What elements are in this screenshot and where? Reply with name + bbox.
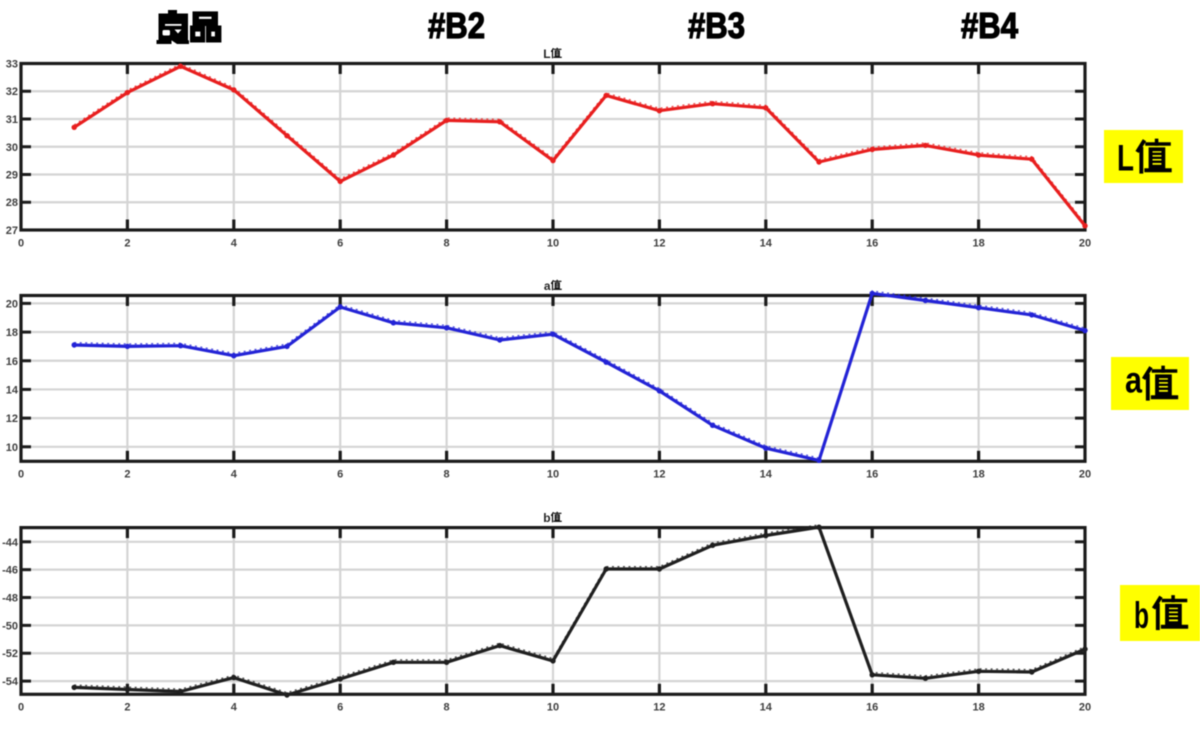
svg-text:12: 12 bbox=[653, 702, 665, 714]
svg-text:#B4: #B4 bbox=[961, 7, 1018, 47]
svg-text:16: 16 bbox=[866, 469, 878, 481]
svg-text:28: 28 bbox=[6, 197, 18, 209]
svg-text:18: 18 bbox=[6, 327, 18, 339]
svg-text:L: L bbox=[1117, 138, 1134, 179]
svg-text:33: 33 bbox=[6, 59, 18, 71]
svg-text:10: 10 bbox=[6, 442, 18, 454]
svg-text:-46: -46 bbox=[2, 565, 18, 577]
svg-text:14: 14 bbox=[760, 469, 773, 481]
svg-text:-54: -54 bbox=[2, 676, 19, 688]
svg-text:6: 6 bbox=[337, 702, 343, 714]
svg-text:16: 16 bbox=[6, 356, 18, 368]
svg-text:0: 0 bbox=[18, 702, 24, 714]
svg-text:20: 20 bbox=[6, 298, 18, 310]
svg-text:16: 16 bbox=[866, 238, 878, 250]
svg-text:-44: -44 bbox=[2, 537, 19, 549]
svg-text:18: 18 bbox=[972, 702, 984, 714]
svg-text:18: 18 bbox=[972, 469, 984, 481]
svg-text:4: 4 bbox=[231, 702, 238, 714]
svg-text:10: 10 bbox=[547, 702, 559, 714]
svg-text:0: 0 bbox=[18, 469, 24, 481]
svg-text:14: 14 bbox=[6, 384, 19, 396]
svg-text:12: 12 bbox=[6, 413, 18, 425]
svg-text:30: 30 bbox=[6, 142, 18, 154]
svg-text:6: 6 bbox=[337, 469, 343, 481]
svg-text:b: b bbox=[543, 511, 550, 525]
svg-text:0: 0 bbox=[18, 238, 24, 250]
svg-text:8: 8 bbox=[444, 702, 450, 714]
svg-text:#B2: #B2 bbox=[428, 7, 485, 47]
svg-text:31: 31 bbox=[6, 114, 18, 126]
svg-text:a: a bbox=[544, 279, 551, 293]
svg-text:32: 32 bbox=[6, 86, 18, 98]
svg-text:14: 14 bbox=[760, 702, 773, 714]
svg-text:27: 27 bbox=[6, 225, 18, 237]
svg-text:12: 12 bbox=[653, 469, 665, 481]
svg-text:2: 2 bbox=[124, 469, 130, 481]
svg-text:#B3: #B3 bbox=[688, 7, 745, 47]
svg-text:10: 10 bbox=[547, 469, 559, 481]
svg-text:6: 6 bbox=[337, 238, 343, 250]
svg-text:2: 2 bbox=[124, 238, 130, 250]
svg-text:20: 20 bbox=[1079, 702, 1091, 714]
svg-text:8: 8 bbox=[444, 238, 450, 250]
svg-text:18: 18 bbox=[972, 238, 984, 250]
svg-text:10: 10 bbox=[547, 238, 559, 250]
svg-text:2: 2 bbox=[124, 702, 130, 714]
svg-text:16: 16 bbox=[866, 702, 878, 714]
svg-text:b: b bbox=[1134, 595, 1149, 636]
svg-text:20: 20 bbox=[1079, 469, 1091, 481]
svg-text:20: 20 bbox=[1079, 238, 1091, 250]
svg-text:-50: -50 bbox=[2, 620, 18, 632]
svg-text:12: 12 bbox=[653, 238, 665, 250]
svg-text:4: 4 bbox=[231, 469, 238, 481]
svg-text:29: 29 bbox=[6, 170, 18, 182]
svg-text:a: a bbox=[1125, 360, 1142, 401]
svg-text:4: 4 bbox=[231, 238, 238, 250]
svg-text:8: 8 bbox=[444, 469, 450, 481]
svg-text:-52: -52 bbox=[2, 648, 18, 660]
svg-text:-48: -48 bbox=[2, 593, 18, 605]
svg-text:14: 14 bbox=[760, 238, 773, 250]
svg-text:L: L bbox=[543, 47, 550, 61]
